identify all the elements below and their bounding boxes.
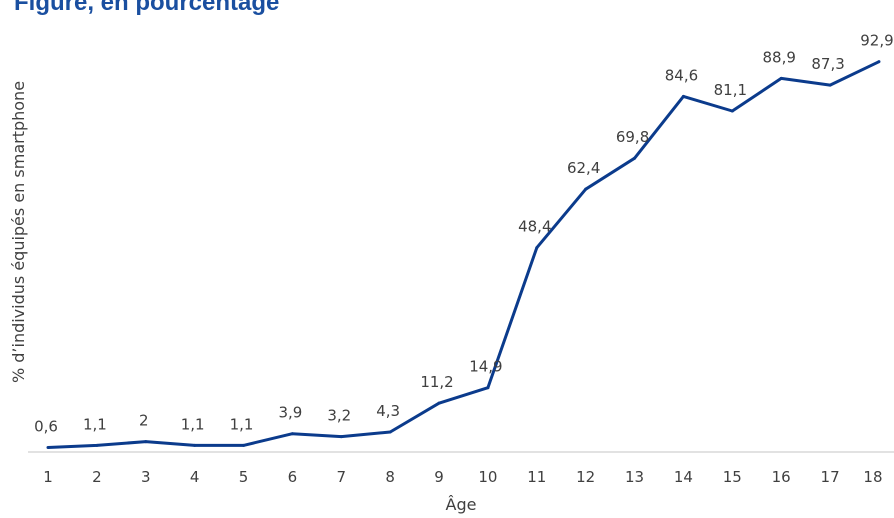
- x-tick-label: 3: [141, 468, 151, 486]
- x-tick-label: 8: [385, 468, 395, 486]
- data-label: 92,9: [860, 32, 893, 50]
- x-tick-label: 12: [576, 468, 595, 486]
- data-point: [290, 432, 294, 436]
- x-tick-label: 6: [288, 468, 298, 486]
- data-point: [46, 445, 50, 449]
- x-tick-label: 9: [434, 468, 444, 486]
- data-point: [779, 76, 783, 80]
- data-label: 1,1: [83, 415, 107, 433]
- x-tick-label: 13: [625, 468, 644, 486]
- x-tick-label: 10: [478, 468, 497, 486]
- data-point: [242, 443, 246, 447]
- data-label: 1,1: [181, 415, 205, 433]
- page-title: Figure, en pourcentage: [14, 0, 279, 16]
- data-label: 1,1: [230, 415, 254, 433]
- x-axis-title: Âge: [446, 495, 477, 514]
- data-point: [486, 386, 490, 390]
- x-tick-label: 16: [772, 468, 791, 486]
- x-tick-label: 15: [723, 468, 742, 486]
- data-label: 14,9: [469, 358, 502, 376]
- x-tick-label: 1: [43, 468, 53, 486]
- x-tick-label: 11: [527, 468, 546, 486]
- x-tick-label: 7: [337, 468, 347, 486]
- data-label: 88,9: [762, 48, 795, 66]
- x-tick-label: 18: [863, 468, 882, 486]
- data-point: [535, 246, 539, 250]
- data-point: [193, 443, 197, 447]
- data-point: [144, 440, 148, 444]
- data-point: [730, 109, 734, 113]
- data-label: 87,3: [811, 55, 844, 73]
- data-point: [388, 430, 392, 434]
- data-point: [584, 187, 588, 191]
- x-tick-label: 14: [674, 468, 693, 486]
- data-label: 69,8: [616, 128, 649, 146]
- data-label: 81,1: [714, 81, 747, 99]
- data-label: 62,4: [567, 159, 600, 177]
- data-point: [95, 443, 99, 447]
- series-line: [47, 60, 880, 449]
- plot-area: 0,6 1 1,1 2 2 3 1,1 4 1,1 5 3,9 6 3,2 7 4,3 8 11,2 9 14,9 1…: [28, 32, 894, 486]
- data-point: [681, 94, 685, 98]
- data-point: [339, 435, 343, 439]
- x-tick-label: 5: [239, 468, 249, 486]
- data-label: 48,4: [518, 218, 551, 236]
- data-label: 2: [139, 412, 149, 430]
- data-label: 4,3: [376, 402, 400, 420]
- data-point: [437, 401, 441, 405]
- data-label: 84,6: [665, 66, 698, 84]
- data-point: [828, 83, 832, 87]
- y-axis-title: % d’individus équipés en smartphone: [9, 81, 28, 383]
- data-point: [633, 156, 637, 160]
- x-tick-label: 4: [190, 468, 200, 486]
- data-label: 11,2: [420, 373, 453, 391]
- x-tick-label: 2: [92, 468, 102, 486]
- data-label: 0,6: [34, 417, 58, 435]
- data-label: 3,2: [327, 407, 351, 425]
- data-point: [877, 60, 881, 64]
- data-label: 3,9: [278, 404, 302, 422]
- x-tick-label: 17: [821, 468, 840, 486]
